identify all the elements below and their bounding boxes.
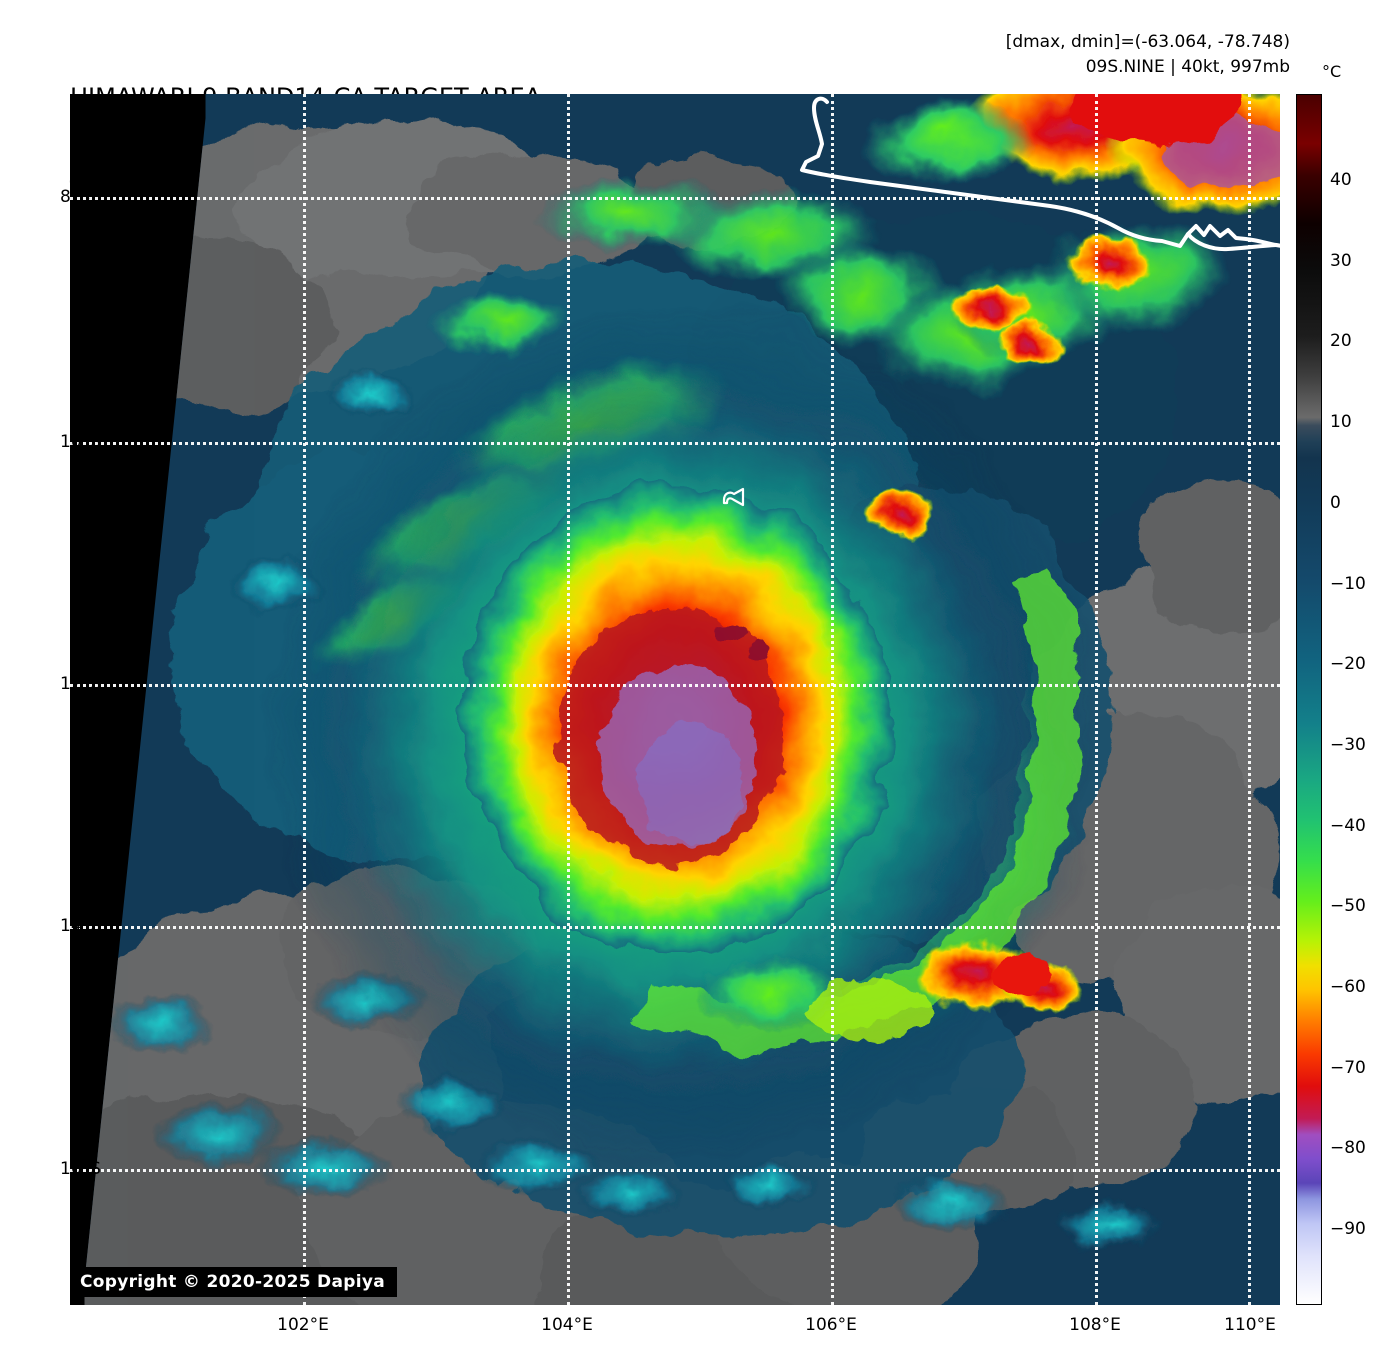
data-range-readout: [dmax, dmin]=(-63.064, -78.748) — [1005, 32, 1290, 52]
colorbar-tick-label: −60 — [1330, 977, 1366, 997]
satellite-swath — [84, 94, 1280, 1305]
colorbar-tick-label: −20 — [1330, 654, 1366, 674]
colorbar-tick-label: 20 — [1330, 331, 1352, 351]
xtick-label: 106°E — [805, 1315, 857, 1335]
colorbar-tick-label: 40 — [1330, 170, 1352, 190]
xtick-label: 104°E — [541, 1315, 593, 1335]
satellite-image-plot[interactable]: Copyright © 2020-2025 Dapiya — [70, 94, 1280, 1305]
colorbar-tick-label: −80 — [1330, 1138, 1366, 1158]
colorbar-tick-label: 30 — [1330, 251, 1352, 271]
colorbar-tick-label: −70 — [1330, 1058, 1366, 1078]
xtick-label: 102°E — [277, 1315, 329, 1335]
colorbar-gradient — [1297, 95, 1321, 1304]
colorbar-tick-label: −50 — [1330, 896, 1366, 916]
xtick-label: 110°E — [1224, 1315, 1276, 1335]
ir-brightness-temperature-field — [84, 94, 1280, 1305]
header-info-block: [dmax, dmin]=(-63.064, -78.748) 09S.NINE… — [1006, 30, 1290, 80]
colorbar-tick-label: −40 — [1330, 816, 1366, 836]
colorbar[interactable] — [1296, 94, 1322, 1305]
colorbar-unit-label: °C — [1322, 62, 1342, 81]
storm-info-readout: 09S.NINE | 40kt, 997mb — [1085, 57, 1290, 77]
plot-canvas — [70, 94, 1280, 1305]
xtick-label: 108°E — [1069, 1315, 1121, 1335]
colorbar-tick-label: −10 — [1330, 574, 1366, 594]
colorbar-tick-label: −90 — [1330, 1219, 1366, 1239]
colorbar-tick-label: −30 — [1330, 735, 1366, 755]
colorbar-tick-label: 0 — [1330, 493, 1341, 513]
copyright-notice: Copyright © 2020-2025 Dapiya — [70, 1267, 397, 1297]
colorbar-tick-label: 10 — [1330, 412, 1352, 432]
